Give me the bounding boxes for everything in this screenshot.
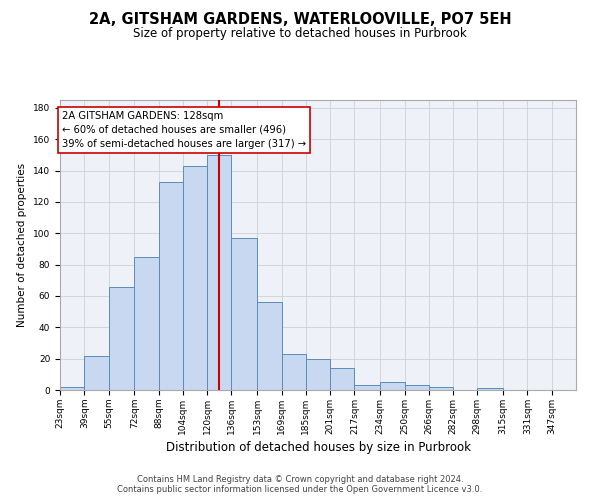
Bar [330, 368, 355, 390]
Text: 2A GITSHAM GARDENS: 128sqm
← 60% of detached houses are smaller (496)
39% of sem: 2A GITSHAM GARDENS: 128sqm ← 60% of deta… [62, 111, 305, 149]
X-axis label: Distribution of detached houses by size in Purbrook: Distribution of detached houses by size … [166, 441, 470, 454]
Bar [380, 382, 404, 390]
Y-axis label: Number of detached properties: Number of detached properties [17, 163, 28, 327]
Bar [281, 354, 306, 390]
Text: 2A, GITSHAM GARDENS, WATERLOOVILLE, PO7 5EH: 2A, GITSHAM GARDENS, WATERLOOVILLE, PO7 … [89, 12, 511, 28]
Bar [306, 358, 330, 390]
Text: Size of property relative to detached houses in Purbrook: Size of property relative to detached ho… [133, 28, 467, 40]
Bar [109, 286, 134, 390]
Bar [84, 356, 109, 390]
Bar [183, 166, 207, 390]
Bar [60, 387, 84, 390]
Bar [207, 155, 232, 390]
Bar [232, 238, 257, 390]
Bar [478, 388, 503, 390]
Bar [355, 386, 380, 390]
Text: Contains HM Land Registry data © Crown copyright and database right 2024.
Contai: Contains HM Land Registry data © Crown c… [118, 474, 482, 494]
Bar [158, 182, 183, 390]
Bar [404, 386, 429, 390]
Bar [429, 387, 453, 390]
Bar [134, 257, 158, 390]
Bar [257, 302, 281, 390]
